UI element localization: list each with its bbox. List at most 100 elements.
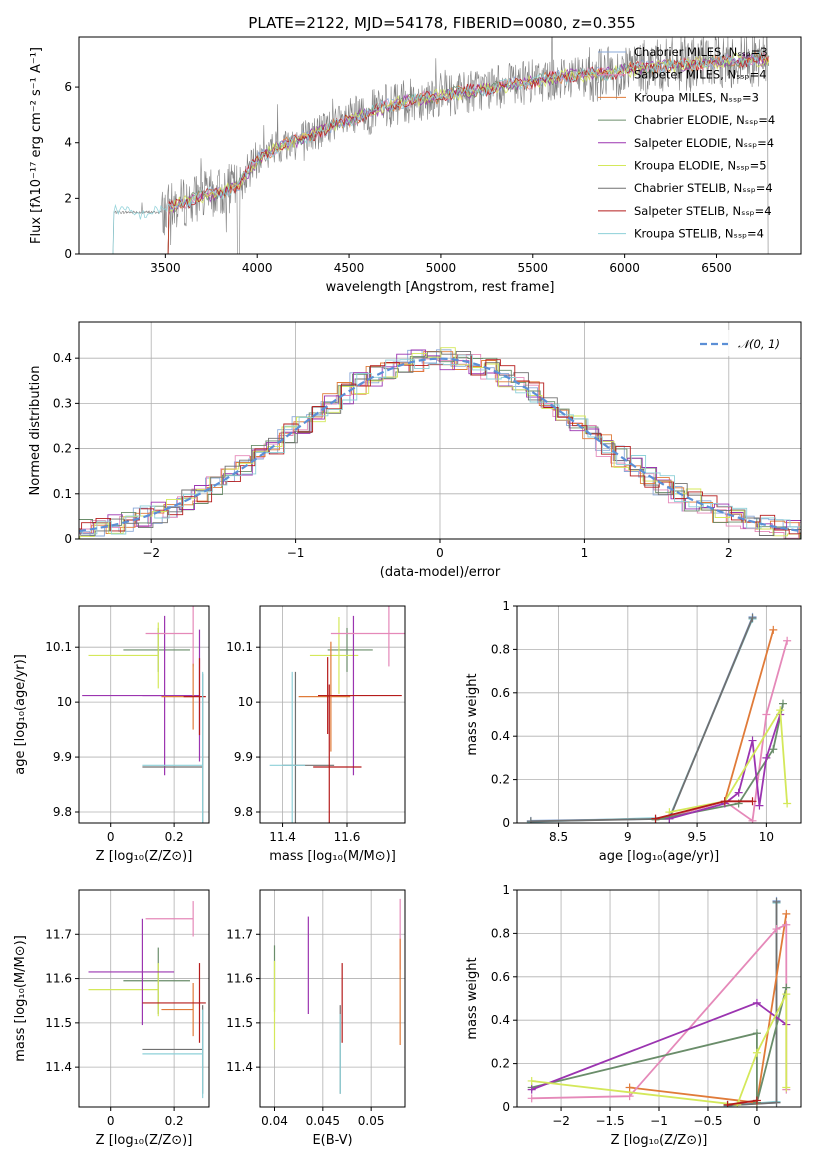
- panel-6: 0 0.2 11.4 11.5 11.6 11.7: [45, 890, 209, 1128]
- legend: Chabrier MILES, Nₛₛₚ=3 Salpeter MILES, Nₛ…: [598, 45, 775, 241]
- x-tick-label: 0: [107, 1114, 115, 1128]
- x-axis-label: Z [log₁₀(Z/Z⊙)]: [96, 1133, 193, 1148]
- series-line: [727, 901, 778, 1107]
- y-tick-label: 0.8: [491, 926, 510, 940]
- y-tick-label: 0.4: [491, 1013, 510, 1027]
- y-tick-label: 0: [502, 1100, 510, 1114]
- panel-7: 0.04 0.045 0.05 11.4 11.5 11.6 11.7: [226, 890, 405, 1128]
- plus-marker: [782, 920, 791, 929]
- x-tick-label: 0: [107, 830, 115, 844]
- x-tick-label: 9: [624, 830, 632, 844]
- x-tick-label: 0.05: [358, 1114, 385, 1128]
- axes-frame: [78, 36, 802, 255]
- plus-marker: [752, 1048, 761, 1057]
- x-tick-label: 9.5: [688, 830, 707, 844]
- x-tick-label: 0.2: [165, 830, 184, 844]
- errorbar-point: [330, 606, 405, 667]
- y-tick-label: 2: [64, 191, 72, 205]
- y-tick-label: 11.7: [226, 927, 253, 941]
- x-tick-label: 0.2: [165, 1114, 184, 1128]
- y-tick-label: 0.6: [491, 686, 510, 700]
- chart-title: PLATE=2122, MJD=54178, FIBERID=0080, z=0…: [248, 14, 635, 32]
- y-tick-label: 11.6: [226, 972, 253, 986]
- errorbar-point: [88, 963, 159, 1017]
- y-axis-label: Normed distribution: [28, 366, 43, 496]
- x-tick-label: 0: [753, 1114, 761, 1128]
- plus-marker: [762, 710, 771, 719]
- errorbar-point: [88, 918, 175, 1026]
- plus-marker: [772, 897, 781, 906]
- plus-marker: [755, 801, 764, 810]
- plus-marker: [772, 925, 781, 934]
- x-tick-label: −1.5: [595, 1114, 624, 1128]
- x-tick-label: 8.5: [549, 830, 568, 844]
- errorbar-point: [123, 627, 190, 672]
- model-spectrum-line: [167, 52, 770, 254]
- y-tick-label: 0: [64, 247, 72, 261]
- x-tick-label: −1: [650, 1114, 668, 1128]
- axes-frame: [78, 605, 210, 824]
- legend-entry: Salpeter MILES, Nₛₛₚ=4: [634, 68, 767, 82]
- plus-marker: [651, 814, 660, 823]
- x-axis-label: Z [log₁₀(Z/Z⊙)]: [96, 849, 193, 864]
- x-tick-label: 1: [581, 546, 589, 560]
- plus-marker: [527, 1076, 536, 1085]
- plus-marker: [752, 998, 761, 1007]
- legend-entry: Kroupa ELODIE, Nₛₛₚ=5: [634, 159, 767, 173]
- series-line: [530, 616, 754, 822]
- panel-4: 11.4 11.6 9.8 9.9 10 10.1: [226, 606, 405, 844]
- series-line: [727, 900, 778, 1106]
- y-tick-label: 11.6: [45, 972, 72, 986]
- y-axis-label: Flux [fλ10⁻¹⁷ erg cm⁻² s⁻¹ A⁻¹]: [29, 47, 44, 244]
- x-tick-label: 4000: [242, 261, 273, 275]
- legend: 𝒩(0, 1): [690, 330, 794, 356]
- plus-marker: [772, 1098, 781, 1107]
- axes-frame: [78, 321, 802, 540]
- x-tick-label: 4500: [334, 261, 365, 275]
- panel-1: 3500 4000 4500 5000 5500 6000 6500 0 2 4 6: [64, 37, 772, 275]
- x-tick-label: −1: [287, 546, 305, 560]
- x-tick-label: 0: [436, 546, 444, 560]
- x-tick-label: 2: [725, 546, 733, 560]
- panel-5: 8.5 9 9.5 10 0 0.2 0.4 0.6 0.8 1: [491, 599, 801, 844]
- x-tick-label: 3500: [150, 261, 181, 275]
- x-tick-label: 5000: [426, 261, 457, 275]
- series-line: [531, 987, 788, 1103]
- legend-entry: Salpeter STELIB, Nₛₛₚ=4: [634, 204, 772, 218]
- legend-entry: Chabrier STELIB, Nₛₛₚ=4: [634, 181, 773, 195]
- y-tick-label: 0.2: [491, 1057, 510, 1071]
- x-tick-label: 0.045: [306, 1114, 340, 1128]
- spectrum-lines: [112, 37, 772, 254]
- legend-entry: Chabrier MILES, Nₛₛₚ=3: [634, 45, 768, 59]
- plus-marker: [778, 699, 787, 708]
- histogram-series: [79, 354, 801, 535]
- plus-marker: [769, 625, 778, 634]
- series-line: [669, 640, 788, 823]
- series-line: [727, 1099, 758, 1106]
- errorbar-point: [142, 1009, 204, 1099]
- x-tick-label: 5500: [518, 261, 549, 275]
- histogram-series: [79, 350, 801, 536]
- normal-curve: [79, 357, 801, 533]
- series-lines: [526, 612, 792, 823]
- x-axis-label: E(B-V): [312, 1133, 352, 1148]
- y-tick-label: 10: [57, 695, 72, 709]
- y-tick-label: 9.9: [53, 750, 72, 764]
- errorbar-point: [309, 616, 359, 694]
- x-axis-label: age [log₁₀(age/yr)]: [599, 849, 720, 864]
- plus-marker: [526, 817, 535, 823]
- errorbar-point: [269, 671, 306, 823]
- y-tick-label: 10.1: [45, 640, 72, 654]
- plus-marker: [748, 797, 757, 806]
- plus-marker: [769, 745, 778, 754]
- y-tick-label: 0.4: [53, 351, 72, 365]
- y-tick-label: 9.8: [53, 805, 72, 819]
- errorbar-point: [313, 684, 362, 823]
- plus-marker: [748, 736, 757, 745]
- x-axis-label: Z [log₁₀(Z/Z⊙)]: [611, 1133, 708, 1148]
- errorbar-points: [88, 901, 206, 1099]
- histogram-series: [79, 355, 801, 539]
- y-tick-label: 10: [238, 695, 253, 709]
- y-tick-label: 0.2: [491, 773, 510, 787]
- plus-marker: [752, 1096, 761, 1105]
